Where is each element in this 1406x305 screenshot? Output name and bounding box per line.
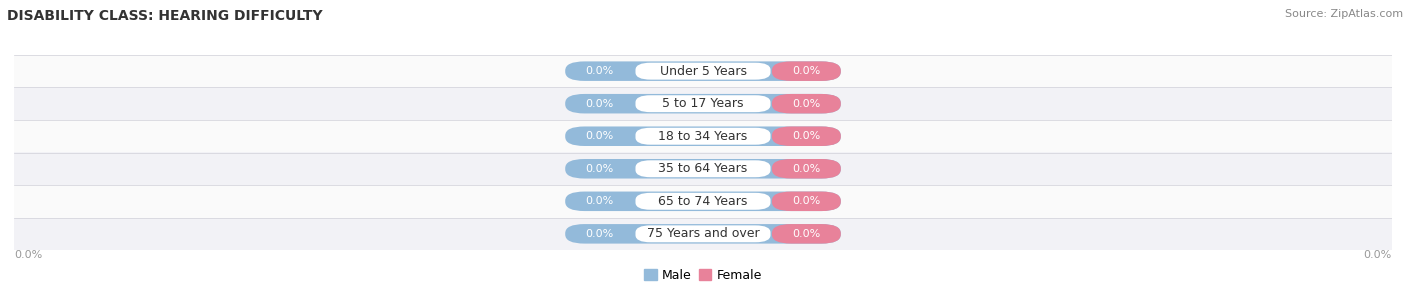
Text: 35 to 64 Years: 35 to 64 Years: [658, 162, 748, 175]
FancyBboxPatch shape: [565, 94, 841, 113]
Text: 0.0%: 0.0%: [792, 196, 821, 206]
Bar: [14, 152, 1392, 185]
Text: 0.0%: 0.0%: [792, 131, 821, 141]
Text: 0.0%: 0.0%: [792, 99, 821, 109]
Bar: [14, 120, 1392, 152]
FancyBboxPatch shape: [636, 225, 770, 242]
Text: 65 to 74 Years: 65 to 74 Years: [658, 195, 748, 208]
Bar: [14, 88, 1392, 120]
FancyBboxPatch shape: [636, 128, 770, 145]
Text: 0.0%: 0.0%: [792, 229, 821, 239]
FancyBboxPatch shape: [772, 127, 841, 146]
FancyBboxPatch shape: [565, 224, 841, 244]
Text: 0.0%: 0.0%: [792, 164, 821, 174]
Text: 75 Years and over: 75 Years and over: [647, 227, 759, 240]
FancyBboxPatch shape: [636, 193, 770, 210]
Text: 0.0%: 0.0%: [585, 131, 614, 141]
Bar: [14, 185, 1392, 217]
FancyBboxPatch shape: [636, 160, 770, 177]
FancyBboxPatch shape: [565, 159, 841, 178]
Text: 0.0%: 0.0%: [585, 196, 614, 206]
Bar: [14, 217, 1392, 250]
Text: 0.0%: 0.0%: [585, 66, 614, 76]
FancyBboxPatch shape: [772, 159, 841, 178]
Text: 18 to 34 Years: 18 to 34 Years: [658, 130, 748, 143]
FancyBboxPatch shape: [565, 127, 841, 146]
Text: 0.0%: 0.0%: [792, 66, 821, 76]
Text: 0.0%: 0.0%: [14, 250, 42, 260]
Text: 0.0%: 0.0%: [585, 164, 614, 174]
Text: 0.0%: 0.0%: [1364, 250, 1392, 260]
Bar: [14, 55, 1392, 88]
FancyBboxPatch shape: [772, 224, 841, 244]
FancyBboxPatch shape: [565, 61, 841, 81]
FancyBboxPatch shape: [636, 95, 770, 112]
Text: DISABILITY CLASS: HEARING DIFFICULTY: DISABILITY CLASS: HEARING DIFFICULTY: [7, 9, 322, 23]
FancyBboxPatch shape: [772, 192, 841, 211]
FancyBboxPatch shape: [565, 192, 841, 211]
FancyBboxPatch shape: [772, 94, 841, 113]
FancyBboxPatch shape: [772, 61, 841, 81]
Text: 5 to 17 Years: 5 to 17 Years: [662, 97, 744, 110]
Text: 0.0%: 0.0%: [585, 99, 614, 109]
Text: Under 5 Years: Under 5 Years: [659, 65, 747, 78]
Text: 0.0%: 0.0%: [585, 229, 614, 239]
FancyBboxPatch shape: [636, 63, 770, 80]
Legend: Male, Female: Male, Female: [640, 264, 766, 287]
Text: Source: ZipAtlas.com: Source: ZipAtlas.com: [1285, 9, 1403, 19]
